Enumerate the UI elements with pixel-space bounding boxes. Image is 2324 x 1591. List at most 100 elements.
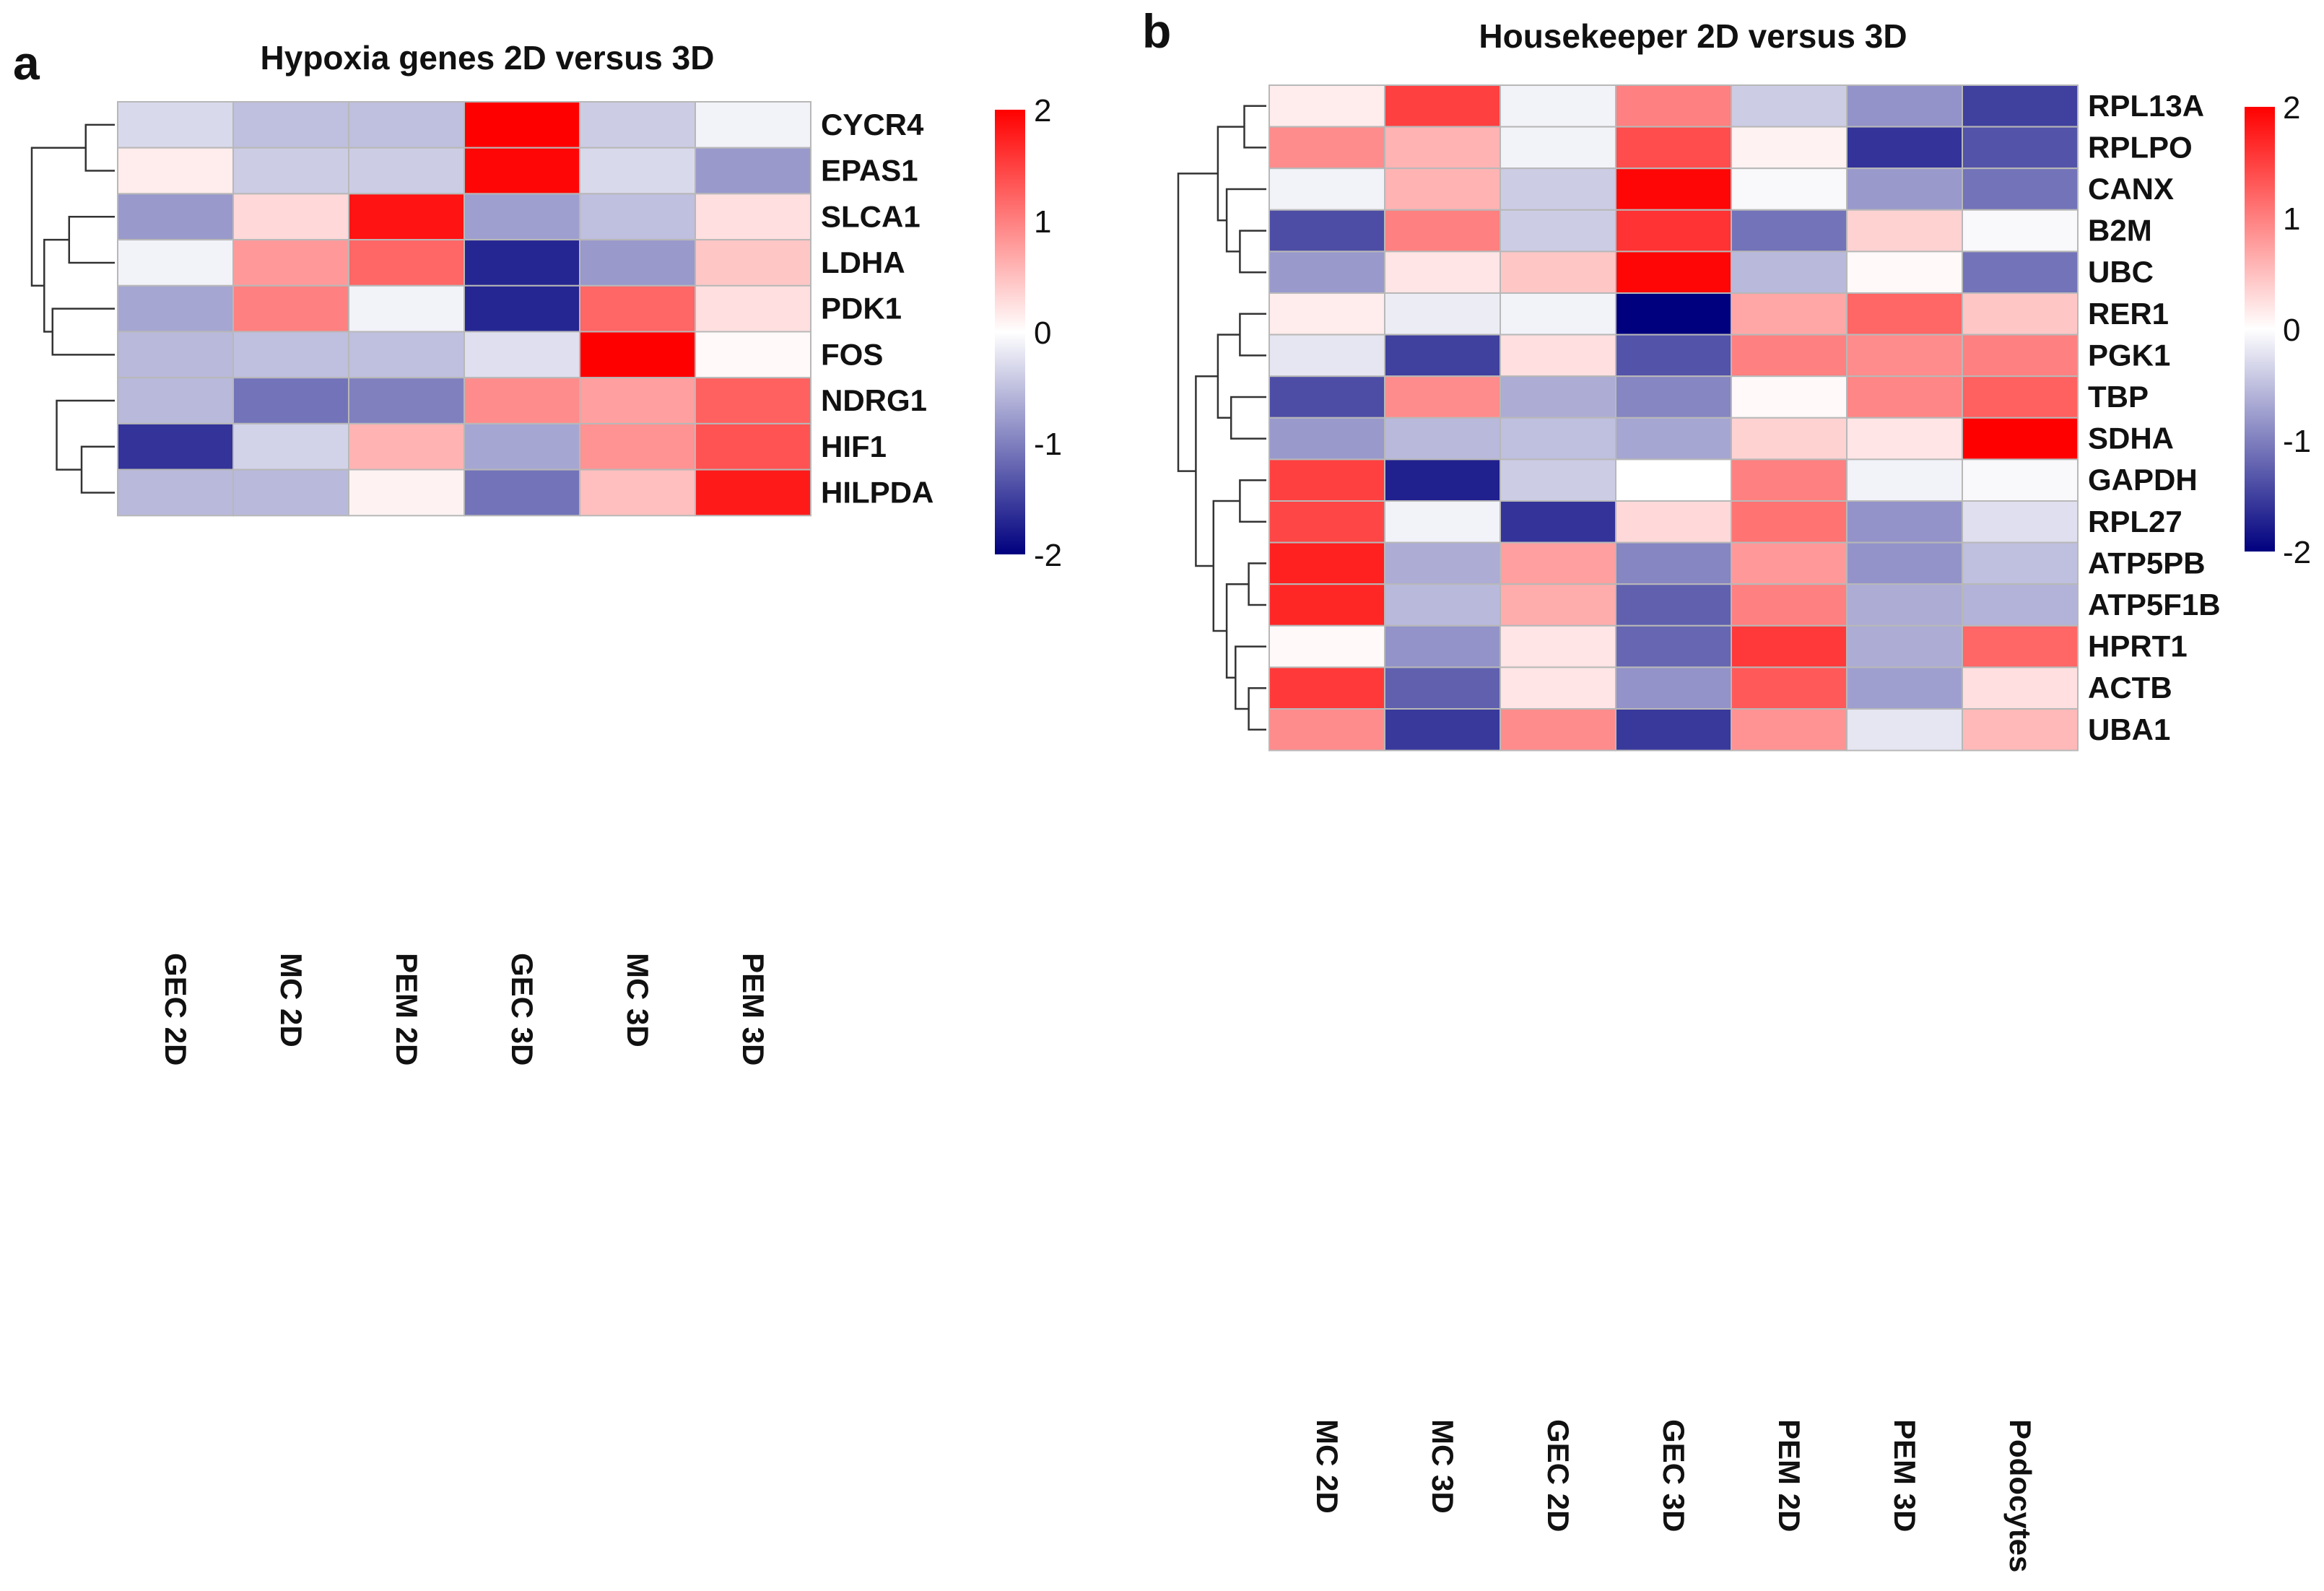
heatmap-cell — [1615, 334, 1732, 378]
heatmap-cell — [117, 377, 234, 424]
heatmap-cell — [1962, 334, 2079, 378]
row-label: SDHA — [2088, 422, 2174, 455]
column-label: MC 3D — [621, 953, 655, 1047]
heatmap-cell — [1962, 167, 2079, 211]
heatmap-cell — [464, 377, 580, 424]
column-label: MC 2D — [1310, 1419, 1344, 1514]
heatmap-cell — [1268, 250, 1385, 294]
heatmap-cell — [1846, 84, 1963, 128]
legend-tick-label: -1 — [1034, 427, 1062, 462]
dendrogram-branch — [56, 399, 115, 471]
heatmap-cell — [1268, 541, 1385, 585]
heatmap-cell — [1731, 84, 1848, 128]
heatmap-cell — [1962, 624, 2079, 668]
heatmap-cell — [1962, 209, 2079, 253]
heatmap-cell — [1731, 624, 1848, 668]
heatmap-cell — [1846, 209, 1963, 253]
heatmap-cell — [1962, 417, 2079, 461]
heatmap-cell — [1384, 458, 1501, 502]
row-label: TBP — [2088, 380, 2149, 414]
heatmap-cell — [1615, 583, 1732, 627]
heatmap-cell — [1268, 167, 1385, 211]
heatmap-cell — [1846, 292, 1963, 336]
heatmap-cell — [579, 468, 696, 517]
heatmap-cell — [1500, 167, 1616, 211]
row-label: FOS — [821, 337, 883, 371]
heatmap-cell — [1846, 624, 1963, 668]
panel-a-title: Hypoxia genes 2D versus 3D — [261, 39, 715, 77]
color-legend-b: 2 1 0 -1 -2 — [2245, 90, 2311, 570]
heatmap-cell — [1846, 541, 1963, 585]
heatmap-cell — [1615, 624, 1732, 668]
heatmap-cell — [348, 193, 465, 241]
heatmap-cell — [1268, 84, 1385, 128]
heatmap-cell — [232, 377, 349, 424]
row-label: PGK1 — [2088, 338, 2170, 372]
heatmap-cell — [1731, 375, 1848, 419]
heatmap-cell — [1268, 708, 1385, 751]
heatmap-cell — [348, 284, 465, 333]
heatmap-cell — [1384, 500, 1501, 544]
row-label: SLCA1 — [821, 199, 921, 233]
heatmap-cell — [695, 101, 811, 149]
heatmap-cell — [1846, 708, 1963, 751]
heatmap-cell — [1500, 541, 1616, 585]
heatmap-cell — [1500, 209, 1616, 253]
row-label: HPRT1 — [2088, 629, 2188, 663]
row-label: B2M — [2088, 214, 2152, 248]
row-dendrogram-b — [1177, 105, 1266, 731]
heatmap-cell — [1384, 126, 1501, 170]
dendrogram-branch — [84, 123, 115, 172]
heatmap-cell — [1384, 209, 1501, 253]
panel-letter-a: a — [13, 36, 40, 90]
heatmap-cell — [117, 422, 234, 471]
row-label: RPL27 — [2088, 505, 2182, 539]
row-label: RER1 — [2088, 297, 2169, 331]
heatmap-cell — [1268, 624, 1385, 668]
row-label: ATP5F1B — [2088, 588, 2221, 622]
heatmap-cell — [1962, 84, 2079, 128]
heatmap-cell — [1268, 209, 1385, 253]
column-label: GEC 2D — [159, 953, 193, 1065]
heatmap-cell — [1500, 708, 1616, 751]
heatmap-cell — [1615, 458, 1732, 502]
heatmap-cell — [1384, 250, 1501, 294]
heatmap-cell — [1384, 541, 1501, 585]
heatmap-cell — [348, 147, 465, 195]
row-label: GAPDH — [2088, 463, 2198, 497]
row-label: HIF1 — [821, 430, 887, 463]
heatmap-cell — [1731, 250, 1848, 294]
heatmap-cell — [1846, 500, 1963, 544]
heatmap-cell — [1731, 334, 1848, 378]
dendrogram-branch — [1239, 479, 1266, 523]
heatmap-cell — [1268, 334, 1385, 378]
heatmap-cell — [232, 468, 349, 517]
heatmap-cell — [579, 331, 696, 379]
heatmap-cell — [1846, 375, 1963, 419]
heatmap-cell — [1731, 500, 1848, 544]
legend-tick-label: 1 — [1034, 204, 1051, 240]
heatmap-cell — [1500, 375, 1616, 419]
heatmap-cell — [579, 193, 696, 241]
legend-tick-label: 2 — [1034, 93, 1051, 128]
heatmap-cell — [1500, 666, 1616, 710]
heatmap-cell — [1615, 126, 1732, 170]
heatmap-cell — [232, 147, 349, 195]
heatmap-cell — [117, 193, 234, 241]
heatmap-cell — [1731, 666, 1848, 710]
heatmap-cell — [1731, 417, 1848, 461]
heatmap-cell — [1500, 417, 1616, 461]
dendrogram-branch — [51, 308, 115, 356]
heatmap-cell — [1615, 375, 1732, 419]
heatmap-cell — [1731, 167, 1848, 211]
heatmap-cell — [1731, 708, 1848, 751]
heatmap-panel-a: a Hypoxia genes 2D versus 3D CYCR4 EPAS1 S… — [13, 36, 1062, 1065]
row-label: CANX — [2088, 172, 2174, 206]
heatmap-cell — [117, 468, 234, 517]
heatmap-cell — [464, 331, 580, 379]
heatmap-cell — [1384, 334, 1501, 378]
heatmap-cells-a — [117, 101, 811, 517]
heatmap-cell — [117, 101, 234, 149]
panel-letter-b: b — [1142, 4, 1171, 58]
column-label: GEC 3D — [1657, 1419, 1691, 1532]
